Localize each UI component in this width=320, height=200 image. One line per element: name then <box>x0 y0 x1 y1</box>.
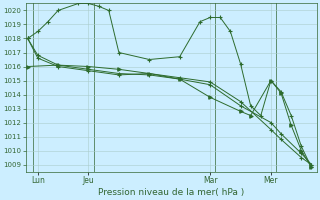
X-axis label: Pression niveau de la mer( hPa ): Pression niveau de la mer( hPa ) <box>98 188 244 197</box>
